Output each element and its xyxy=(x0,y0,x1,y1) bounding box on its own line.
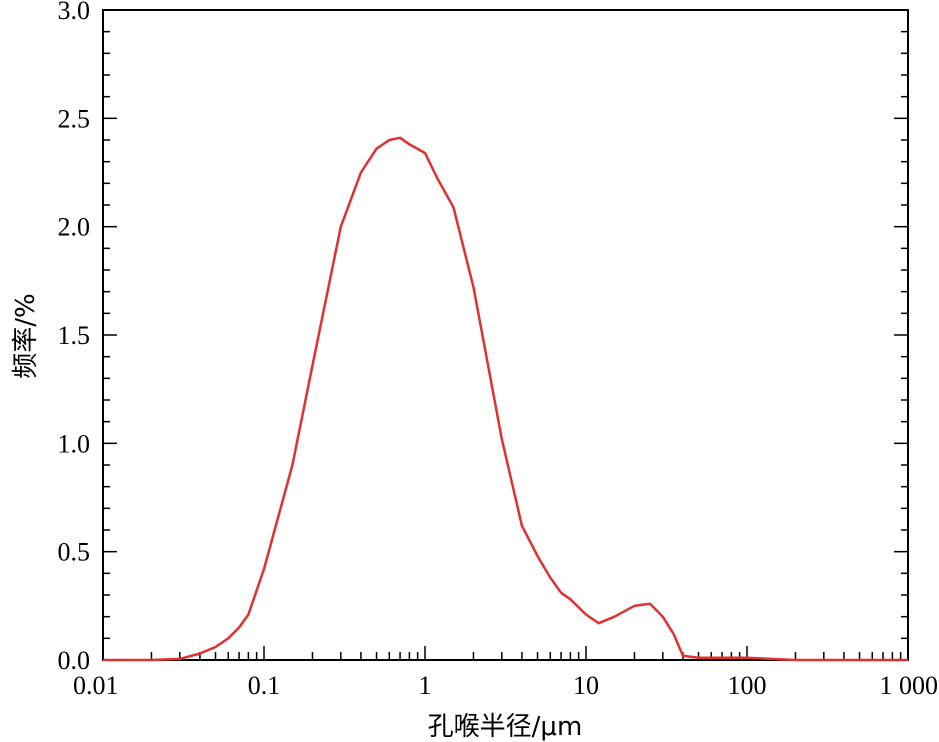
y-tick-label: 3.0 xyxy=(58,0,91,25)
y-axis-ticks xyxy=(103,9,908,661)
series-group xyxy=(103,136,908,662)
x-tick-label: 10 xyxy=(573,671,599,700)
y-tick-label: 2.5 xyxy=(58,104,91,133)
y-tick-label: 1.5 xyxy=(58,321,91,350)
x-tick-label: 1 000 xyxy=(880,671,939,700)
x-axis-tick-labels: 0.01 0.1 1 10 100 1 000 xyxy=(73,671,938,700)
x-tick-label: 1 xyxy=(419,671,432,700)
x-tick-label: 0.01 xyxy=(73,671,119,700)
series-line xyxy=(103,136,908,662)
y-axis-tick-labels: 0.0 0.5 1.0 1.5 2.0 2.5 3.0 xyxy=(58,0,91,675)
plot-frame xyxy=(102,9,909,661)
y-tick-label: 2.0 xyxy=(58,213,91,242)
y-axis-title: 频率/% xyxy=(11,293,41,378)
x-axis-ticks xyxy=(102,646,909,660)
y-tick-label: 0.0 xyxy=(58,646,91,675)
x-tick-label: 100 xyxy=(728,671,767,700)
x-axis-title: 孔喉半径/μm xyxy=(428,712,583,742)
y-tick-label: 1.0 xyxy=(58,429,91,458)
x-tick-label: 0.1 xyxy=(248,671,281,700)
y-tick-label: 0.5 xyxy=(58,538,91,567)
